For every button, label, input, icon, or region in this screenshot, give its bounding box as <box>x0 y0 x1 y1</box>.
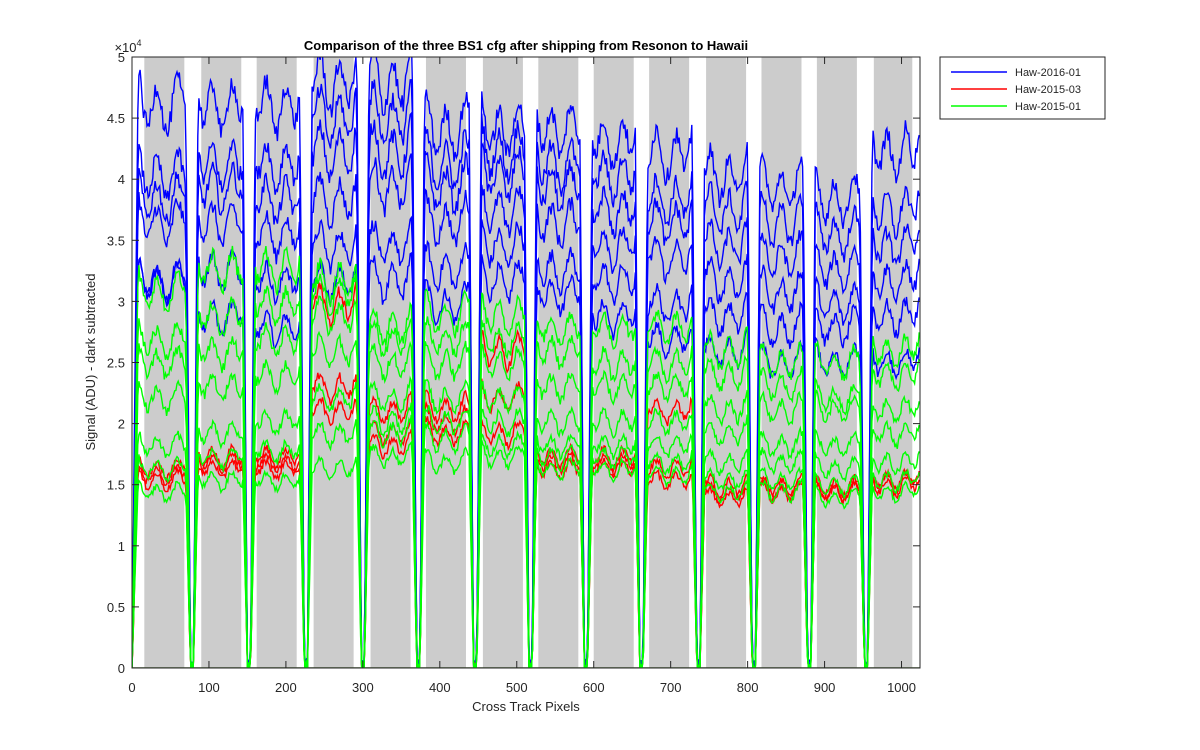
x-tick-label: 200 <box>275 680 297 695</box>
x-tick-label: 400 <box>429 680 451 695</box>
chart-title: Comparison of the three BS1 cfg after sh… <box>304 38 748 53</box>
shaded-band <box>425 57 466 668</box>
legend-label: Haw-2015-03 <box>1015 84 1081 96</box>
y-tick-label: 4.5 <box>107 111 125 126</box>
y-tick-label: 4 <box>118 172 125 187</box>
series-line <box>132 57 920 668</box>
x-axis-label: Cross Track Pixels <box>472 699 580 714</box>
y-exponent-label: ×104 <box>114 38 141 55</box>
x-tick-label: 900 <box>814 680 836 695</box>
x-tick-label: 1000 <box>887 680 916 695</box>
shaded-band <box>256 57 297 668</box>
y-tick-label: 2.5 <box>107 356 125 371</box>
y-tick-label: 0 <box>118 661 125 676</box>
y-axis-label: Signal (ADU) - dark subtracted <box>83 273 98 450</box>
shaded-band <box>816 57 857 668</box>
y-tick-label: 5 <box>118 50 125 65</box>
legend-box <box>939 56 1106 120</box>
x-tick-label: 0 <box>128 680 135 695</box>
x-tick-label: 700 <box>660 680 682 695</box>
shaded-band <box>649 57 690 668</box>
series-line <box>132 245 920 668</box>
x-tick-label: 300 <box>352 680 374 695</box>
y-tick-label: 3 <box>118 294 125 309</box>
legend: Haw-2016-01 Haw-2015-03 Haw-2015-01 <box>939 56 1106 120</box>
x-tick-label: 600 <box>583 680 605 695</box>
x-tick-label: 100 <box>198 680 220 695</box>
series-lines <box>132 57 920 668</box>
x-tick-label: 800 <box>737 680 759 695</box>
x-axis: 0 100 200 300 400 500 600 700 800 900 1000 <box>128 57 916 695</box>
shaded-bands <box>144 57 913 668</box>
y-tick-label: 0.5 <box>107 600 125 615</box>
legend-label: Haw-2016-01 <box>1015 67 1081 79</box>
x-tick-label: 500 <box>506 680 528 695</box>
y-tick-label: 2 <box>118 417 125 432</box>
legend-label: Haw-2015-01 <box>1015 101 1081 113</box>
shaded-band <box>144 57 185 668</box>
y-tick-label: 1.5 <box>107 478 125 493</box>
y-tick-label: 3.5 <box>107 233 125 248</box>
y-tick-label: 1 <box>118 539 125 554</box>
y-axis: 0 0.5 1 1.5 2 2.5 3 3.5 4 4.5 5 <box>107 50 920 676</box>
